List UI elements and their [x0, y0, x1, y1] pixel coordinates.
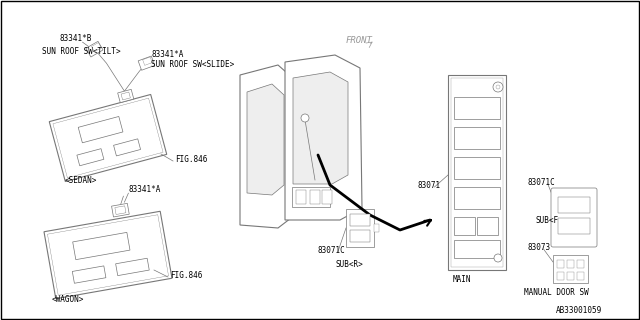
FancyBboxPatch shape — [296, 190, 306, 204]
Text: 83071C: 83071C — [528, 178, 556, 187]
Text: FIG.846: FIG.846 — [175, 155, 207, 164]
Polygon shape — [350, 230, 370, 242]
FancyBboxPatch shape — [577, 272, 584, 280]
Circle shape — [301, 114, 309, 122]
Text: 83341*A: 83341*A — [129, 185, 161, 194]
Polygon shape — [86, 41, 103, 57]
FancyBboxPatch shape — [322, 190, 332, 204]
FancyBboxPatch shape — [454, 217, 475, 235]
FancyBboxPatch shape — [454, 187, 500, 209]
Polygon shape — [293, 72, 348, 184]
Polygon shape — [247, 84, 284, 195]
Text: FIG.846: FIG.846 — [170, 271, 202, 280]
FancyBboxPatch shape — [567, 272, 574, 280]
FancyBboxPatch shape — [551, 188, 597, 247]
Polygon shape — [116, 258, 149, 276]
FancyBboxPatch shape — [310, 190, 320, 204]
Text: 83341*A: 83341*A — [152, 50, 184, 59]
Polygon shape — [44, 211, 172, 299]
FancyBboxPatch shape — [553, 255, 588, 283]
FancyBboxPatch shape — [454, 157, 500, 179]
Polygon shape — [72, 266, 106, 283]
Text: SUB<F>: SUB<F> — [535, 216, 563, 225]
Polygon shape — [78, 116, 123, 143]
Text: SUN ROOF SW<SLIDE>: SUN ROOF SW<SLIDE> — [152, 60, 235, 69]
Polygon shape — [118, 89, 134, 103]
Circle shape — [494, 254, 502, 262]
Polygon shape — [285, 55, 362, 220]
FancyBboxPatch shape — [567, 260, 574, 268]
Text: 83071: 83071 — [418, 181, 441, 190]
FancyBboxPatch shape — [558, 197, 590, 213]
Text: 83071C: 83071C — [318, 246, 346, 255]
Text: SUB<R>: SUB<R> — [335, 260, 363, 269]
Polygon shape — [138, 56, 155, 70]
FancyBboxPatch shape — [557, 260, 564, 268]
Circle shape — [493, 82, 503, 92]
Polygon shape — [111, 203, 129, 217]
FancyBboxPatch shape — [558, 218, 590, 234]
Circle shape — [496, 85, 500, 89]
Text: <WAGON>: <WAGON> — [52, 295, 84, 304]
Polygon shape — [113, 139, 141, 156]
Text: <SEDAN>: <SEDAN> — [65, 176, 97, 185]
Polygon shape — [73, 232, 130, 260]
FancyBboxPatch shape — [454, 240, 500, 258]
Polygon shape — [346, 209, 374, 247]
FancyBboxPatch shape — [454, 97, 500, 119]
FancyBboxPatch shape — [557, 272, 564, 280]
FancyBboxPatch shape — [477, 217, 498, 235]
FancyBboxPatch shape — [577, 260, 584, 268]
FancyBboxPatch shape — [374, 224, 379, 232]
FancyBboxPatch shape — [448, 75, 506, 270]
FancyBboxPatch shape — [454, 127, 500, 149]
Text: MAIN: MAIN — [453, 275, 472, 284]
FancyBboxPatch shape — [292, 187, 330, 207]
Text: SUN ROOF SW<TILT>: SUN ROOF SW<TILT> — [42, 47, 121, 56]
Text: AB33001059: AB33001059 — [556, 306, 602, 315]
Text: MANUAL DOOR SW: MANUAL DOOR SW — [524, 288, 589, 297]
Polygon shape — [77, 149, 104, 166]
Text: 83073: 83073 — [527, 243, 550, 252]
Polygon shape — [240, 65, 295, 228]
Text: 83341*B: 83341*B — [60, 34, 92, 43]
Text: FRONT: FRONT — [346, 36, 373, 45]
Polygon shape — [350, 214, 370, 226]
Polygon shape — [49, 94, 167, 181]
